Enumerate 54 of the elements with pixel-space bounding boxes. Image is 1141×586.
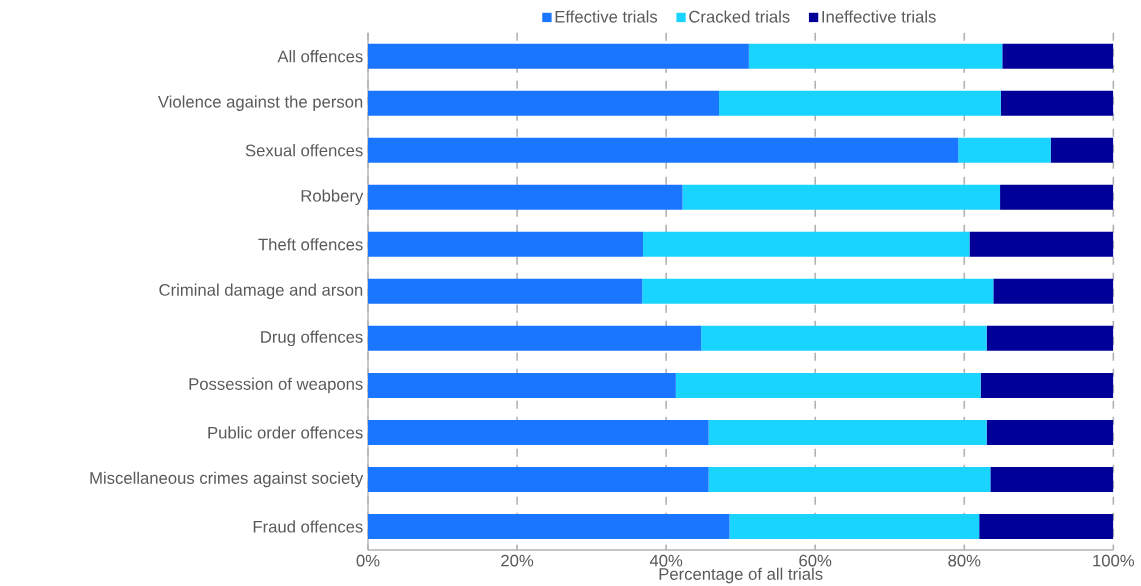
bar bbox=[368, 231, 644, 257]
bar bbox=[990, 466, 1114, 492]
bar bbox=[1050, 137, 1114, 163]
x-tick-label: 60% bbox=[799, 554, 832, 567]
x-tick-label: 80% bbox=[948, 554, 981, 567]
bar bbox=[1000, 90, 1114, 116]
x-axis-title: Percentage of all trials bbox=[659, 567, 823, 584]
y-tick-label: Robbery bbox=[301, 189, 364, 206]
bar bbox=[708, 419, 987, 445]
bar bbox=[368, 43, 749, 69]
bar bbox=[682, 184, 1001, 210]
legend-label: Effective trials bbox=[555, 10, 658, 23]
bar bbox=[993, 278, 1114, 304]
x-tick-label: 40% bbox=[649, 554, 683, 567]
bar bbox=[1002, 43, 1114, 69]
bar bbox=[675, 372, 981, 398]
bar bbox=[642, 278, 994, 304]
bar bbox=[368, 90, 720, 116]
y-tick-label: Drug offences bbox=[261, 330, 363, 347]
bar bbox=[701, 325, 987, 351]
bar bbox=[368, 137, 959, 163]
bar bbox=[748, 43, 1003, 69]
y-tick-label: Violence against the person bbox=[157, 95, 363, 111]
bar bbox=[643, 231, 970, 257]
bar bbox=[986, 419, 1114, 445]
bar bbox=[368, 466, 709, 492]
bar bbox=[368, 184, 683, 210]
bar bbox=[368, 278, 643, 304]
y-tick-label: Criminal damage and arson bbox=[159, 283, 363, 300]
y-tick-label: Public order offences bbox=[208, 426, 363, 439]
bar bbox=[979, 513, 1114, 539]
bar bbox=[980, 372, 1114, 398]
legend-label: Ineffective trials bbox=[822, 10, 936, 23]
bar bbox=[368, 513, 730, 539]
y-tick-label: Fraud offences bbox=[253, 520, 363, 533]
bar bbox=[368, 372, 676, 398]
bar bbox=[708, 466, 991, 492]
x-tick-label: 20% bbox=[501, 554, 534, 567]
bar bbox=[729, 513, 980, 539]
y-tick-label: Possession of weapons bbox=[189, 377, 363, 394]
y-tick-label: All offences bbox=[277, 50, 363, 63]
x-tick-label: 100% bbox=[1093, 554, 1135, 567]
bar bbox=[958, 137, 1051, 163]
bar bbox=[1000, 184, 1114, 210]
y-tick-label: Sexual offences bbox=[245, 144, 363, 157]
bar bbox=[986, 325, 1114, 351]
bar bbox=[368, 325, 702, 351]
bar bbox=[969, 231, 1114, 257]
y-tick-label: Miscellaneous crimes against society bbox=[90, 471, 364, 488]
y-tick-label: Theft offences bbox=[258, 238, 363, 251]
bar bbox=[719, 90, 1001, 116]
x-tick-label: 0% bbox=[356, 554, 380, 567]
legend-label: Cracked trials bbox=[689, 10, 790, 23]
bar bbox=[368, 419, 709, 445]
